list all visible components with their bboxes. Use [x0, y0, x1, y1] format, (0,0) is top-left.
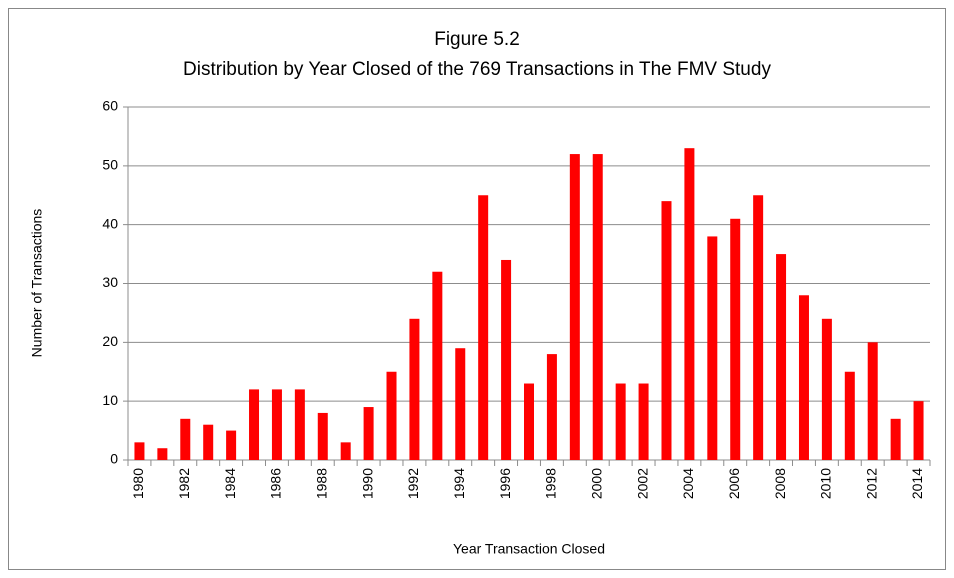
y-axis-label: Number of Transactions: [29, 209, 45, 358]
bar: [386, 371, 397, 460]
bar: [363, 407, 374, 460]
chart-subtitle: Distribution by Year Closed of the 769 T…: [183, 59, 771, 80]
bar: [730, 218, 741, 460]
bar: [432, 271, 443, 460]
bar: [249, 389, 260, 460]
x-tick-label: 1998: [543, 468, 559, 499]
x-tick-label: 2012: [863, 468, 879, 499]
bar: [455, 348, 466, 460]
x-tick-label: 1984: [222, 468, 238, 499]
bar: [776, 254, 787, 460]
bar: [524, 383, 534, 460]
bar: [340, 442, 351, 460]
y-tick-label: 50: [102, 157, 118, 173]
bar: [867, 342, 878, 460]
bar: [638, 383, 649, 460]
bar: [546, 354, 557, 460]
bar: [134, 442, 145, 460]
bar: [569, 154, 580, 461]
y-tick-label: 0: [110, 451, 118, 467]
x-tick-label: 2010: [818, 468, 834, 499]
bar: [913, 401, 924, 460]
bar: [317, 412, 328, 460]
x-tick-label: 1990: [359, 468, 375, 499]
bar: [271, 389, 282, 460]
x-tick-label: 1992: [405, 468, 421, 499]
x-tick-label: 1982: [176, 468, 192, 499]
x-tick-label: 2006: [726, 468, 742, 499]
bar: [478, 195, 489, 460]
bar: [753, 195, 764, 460]
bar: [409, 318, 420, 460]
x-tick-label: 2002: [634, 468, 650, 499]
bar: [226, 430, 237, 460]
bar: [821, 318, 832, 460]
y-tick-label: 40: [102, 215, 118, 231]
bar: [203, 424, 214, 460]
bar: [501, 259, 512, 460]
bar: [684, 148, 695, 460]
x-tick-label: 1994: [451, 468, 467, 499]
bar: [180, 418, 191, 460]
x-axis-label: Year Transaction Closed: [453, 541, 605, 557]
x-tick-label: 1980: [130, 468, 146, 499]
chart-title: Figure 5.2: [434, 29, 520, 50]
y-tick-label: 20: [102, 333, 118, 349]
bar: [661, 201, 672, 460]
x-tick-label: 2014: [909, 468, 925, 499]
bar: [707, 236, 718, 460]
y-tick-label: 10: [102, 392, 118, 408]
x-tick-label: 2000: [588, 468, 604, 499]
bar: [157, 448, 168, 460]
bar: [798, 295, 809, 460]
y-tick-label: 60: [102, 98, 118, 114]
bar: [615, 383, 626, 460]
chart-frame: [8, 8, 946, 570]
x-tick-label: 1988: [313, 468, 329, 499]
bar: [294, 389, 305, 460]
bar: [844, 371, 855, 460]
x-tick-label: 1996: [497, 468, 513, 499]
bar: [592, 154, 603, 461]
y-tick-label: 30: [102, 274, 118, 290]
x-tick-label: 2004: [680, 468, 696, 499]
bar: [890, 418, 901, 460]
x-tick-label: 2008: [772, 468, 788, 499]
x-tick-label: 1986: [268, 468, 284, 499]
